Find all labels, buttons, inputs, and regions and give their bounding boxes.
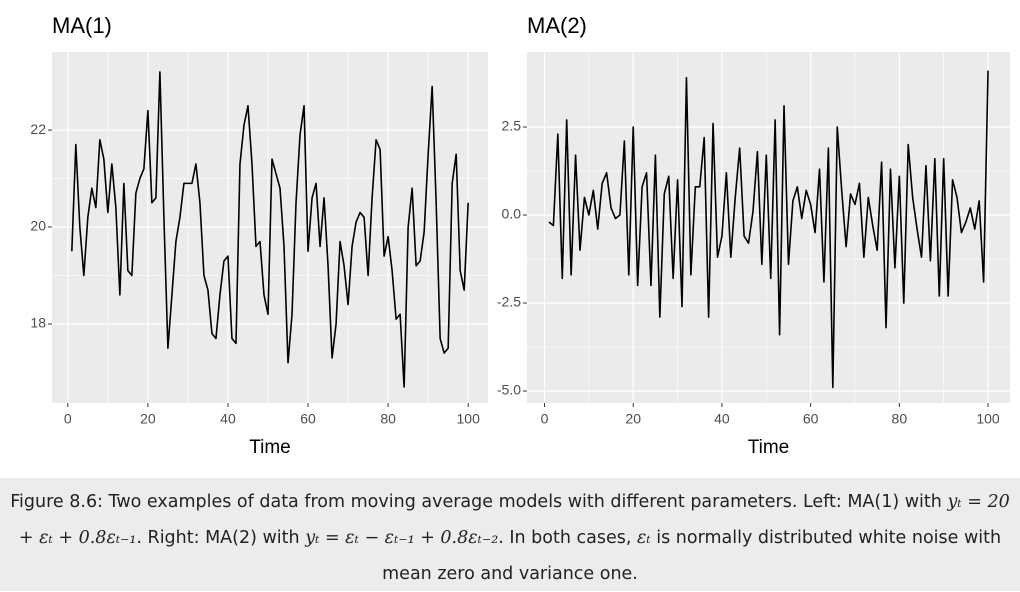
y-tick-label: 20 <box>30 218 46 234</box>
x-tick-label: 60 <box>300 411 316 427</box>
caption-text: is normally distributed white noise with… <box>382 528 1002 584</box>
x-tick-label: 20 <box>140 411 156 427</box>
x-tick-label: 40 <box>714 411 730 427</box>
chart-title: MA(1) <box>52 13 112 38</box>
x-tick-label: 0 <box>64 411 72 427</box>
x-tick-label: 0 <box>541 411 549 427</box>
caption-math: εₜ <box>636 528 651 548</box>
x-axis-label: Time <box>748 437 790 458</box>
x-tick-label: 60 <box>803 411 819 427</box>
y-tick-label: -5.0 <box>497 382 521 398</box>
caption-math: yₜ = 20 + εₜ + 0.8εₜ₋₁ <box>18 492 1010 548</box>
line <box>71 71 469 388</box>
y-tick-label: 0.0 <box>502 206 522 222</box>
line <box>548 70 989 389</box>
caption-text: . In both cases, <box>498 528 637 548</box>
x-tick-label: 20 <box>625 411 641 427</box>
caption-text: Figure 8.6: Two examples of data from mo… <box>10 492 948 512</box>
y-tick-label: 2.5 <box>502 118 522 134</box>
x-tick-label: 100 <box>976 411 1000 427</box>
caption-text: . Right: MA(2) with <box>136 528 306 548</box>
x-tick-label: 80 <box>380 411 396 427</box>
chart-title: MA(2) <box>527 13 587 38</box>
y-tick-label: -2.5 <box>497 294 521 310</box>
y-tick-label: 22 <box>30 121 46 137</box>
x-tick-label: 100 <box>457 411 481 427</box>
caption-math: yₜ = εₜ − εₜ₋₁ + 0.8εₜ₋₂ <box>305 528 499 548</box>
figure: MA(1) Time 18 20 22 0 20 40 60 80 100 MA(2) Time -5.0… <box>30 13 1010 458</box>
x-axis-label: Time <box>249 437 291 458</box>
y-tick-label: 18 <box>30 315 46 331</box>
x-tick-label: 40 <box>220 411 236 427</box>
x-tick-label: 80 <box>892 411 908 427</box>
caption: Figure 8.6: Two examples of data from mo… <box>0 478 1020 591</box>
